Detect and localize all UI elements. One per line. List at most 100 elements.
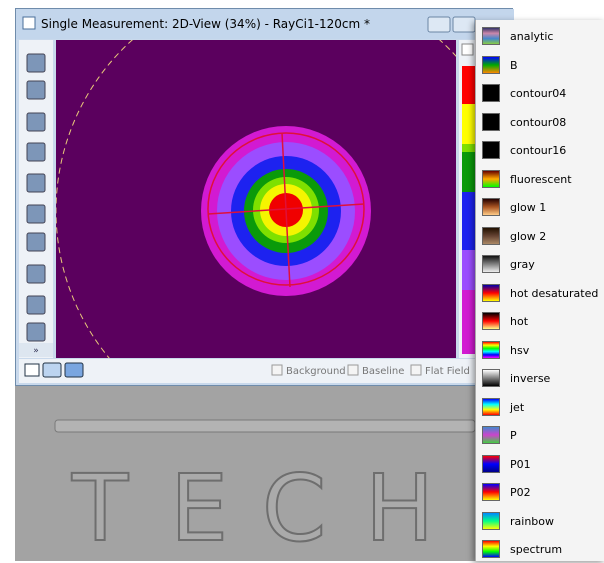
colormap-icon <box>482 55 500 74</box>
colormap-icon <box>482 511 500 530</box>
colormap-icon <box>482 283 500 302</box>
tool-button[interactable] <box>26 173 46 193</box>
colormap-icon <box>482 312 500 330</box>
colormap-name[interactable]: fluorescent <box>510 172 572 186</box>
colormap-icon <box>482 483 500 501</box>
colormap-icon <box>482 169 500 188</box>
colormap-name[interactable]: glow 2 <box>510 229 547 243</box>
colormap-icon <box>482 426 500 444</box>
window-frame: Single Measurement: 2D-View (34%) - RayC… <box>16 9 514 383</box>
app-icon <box>22 16 36 30</box>
colormap-name[interactable]: gray <box>510 258 535 271</box>
colormap-name[interactable]: jet <box>510 400 525 414</box>
scale-checkbox[interactable] <box>461 43 474 56</box>
tool-button[interactable] <box>26 112 46 132</box>
colormap-icon <box>482 112 500 131</box>
checkbox[interactable] <box>410 364 422 376</box>
embossed-letter: C <box>262 455 326 561</box>
embossed-letter: H <box>365 455 434 561</box>
colormap-item[interactable]: P02 <box>476 478 604 506</box>
view-button-3[interactable] <box>64 362 84 378</box>
fit-ellipse <box>207 132 365 286</box>
minimize-button[interactable] <box>427 16 451 33</box>
colormap-item[interactable]: jet <box>476 393 604 421</box>
colormap-icon <box>482 27 500 45</box>
colormap-item[interactable]: glow 2 <box>476 222 604 250</box>
colormap-name[interactable]: P02 <box>510 486 531 499</box>
tool-button[interactable] <box>26 80 46 100</box>
colormap-item[interactable]: contour04 <box>476 79 604 107</box>
embossed-letter: T <box>71 455 129 561</box>
colormap-item[interactable]: glow 1 <box>476 193 604 221</box>
status-bar <box>19 359 511 383</box>
colormap-icon <box>482 340 500 359</box>
colormap-name[interactable]: hot <box>510 315 529 328</box>
beam-profile <box>56 40 456 358</box>
tool-button[interactable] <box>26 142 46 162</box>
view-button-1[interactable] <box>24 363 40 377</box>
window-title: Single Measurement: 2D-View (34%) - RayC… <box>41 17 370 31</box>
colormap-icon <box>482 84 500 102</box>
window: Single Measurement: 2D-View (34%) - RayC… <box>15 8 514 386</box>
colormap-item[interactable]: P01 <box>476 450 604 478</box>
colormap-item[interactable]: rainbow <box>476 507 604 535</box>
colormap-name[interactable]: P01 <box>510 457 531 471</box>
toolbar-more[interactable]: » <box>33 346 39 356</box>
colormap-item[interactable]: inverse <box>476 364 604 392</box>
colormap-item[interactable]: hsv <box>476 336 604 364</box>
colormap-item[interactable]: spectrum <box>476 535 604 563</box>
colormap-item[interactable]: B <box>476 51 604 79</box>
checkbox-label[interactable]: Background <box>286 366 346 377</box>
toolbar-more-button[interactable] <box>19 343 53 357</box>
colormap-name[interactable]: glow 1 <box>510 201 547 214</box>
colormap-item[interactable]: gray <box>476 250 604 278</box>
colormap-name[interactable]: B <box>510 58 518 72</box>
colormap-name[interactable]: hot desaturated <box>510 286 599 300</box>
tool-button[interactable] <box>26 53 46 73</box>
colormap-icon <box>482 540 500 558</box>
colormap-name[interactable]: rainbow <box>510 514 554 528</box>
maximize-button[interactable] <box>452 16 476 33</box>
colormap-item[interactable]: contour16 <box>476 136 604 164</box>
colormap-item[interactable]: P <box>476 421 604 449</box>
colormap-name[interactable]: contour04 <box>510 87 567 100</box>
colormap-name[interactable]: analytic <box>510 30 554 43</box>
colormap-name[interactable]: P <box>510 429 517 442</box>
colormap-name[interactable]: contour08 <box>510 115 567 129</box>
cross-v <box>281 132 291 288</box>
tool-button[interactable] <box>26 295 46 315</box>
colormap-icon <box>482 454 500 473</box>
colormap-item[interactable]: analytic <box>476 22 604 50</box>
checkbox[interactable] <box>271 364 283 376</box>
colormap-icon <box>482 369 500 387</box>
color-scale <box>462 66 476 354</box>
colormap-item[interactable]: hot <box>476 307 604 335</box>
view-button-2[interactable] <box>42 362 62 378</box>
colormap-name[interactable]: hsv <box>510 343 530 357</box>
checkboxes: Background Baseline Flat Field <box>271 364 470 377</box>
embossed-panel <box>15 386 485 561</box>
colormap-name[interactable]: contour16 <box>510 144 567 157</box>
tool-button[interactable] <box>26 264 46 284</box>
checkbox[interactable] <box>347 364 359 376</box>
colormap-icon <box>482 397 500 416</box>
embossed-bar <box>54 419 476 433</box>
colormap-item[interactable]: hot desaturated <box>476 279 604 307</box>
colormap-icon <box>482 255 500 273</box>
colormap-name[interactable]: inverse <box>510 372 551 385</box>
tool-icons <box>26 53 46 342</box>
tool-button[interactable] <box>26 322 46 342</box>
tool-button[interactable] <box>26 204 46 224</box>
checkbox-label[interactable]: Baseline <box>362 366 404 377</box>
colormap-item[interactable]: contour08 <box>476 108 604 136</box>
colormap-icon <box>482 141 500 159</box>
tool-button[interactable] <box>26 232 46 252</box>
colormap-icon <box>482 226 500 245</box>
embossed-letter: E <box>170 455 228 561</box>
colormap-item[interactable]: fluorescent <box>476 165 604 193</box>
checkbox-label[interactable]: Flat Field <box>425 366 470 377</box>
colormap-name[interactable]: spectrum <box>510 543 563 556</box>
